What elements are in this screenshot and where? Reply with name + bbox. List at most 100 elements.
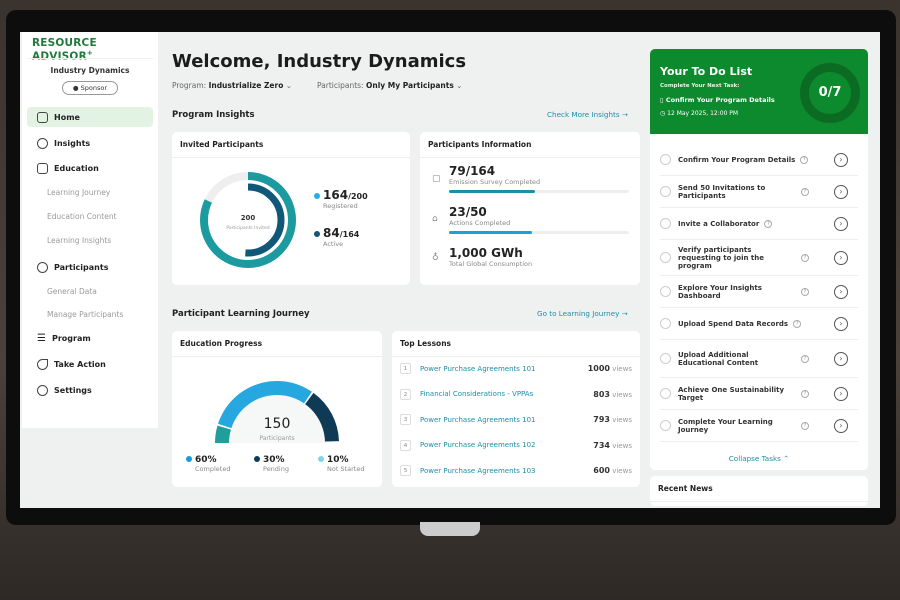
chevron-right-icon[interactable]: › — [834, 153, 848, 167]
book-icon — [37, 163, 48, 174]
sidebar-item-learning-journey[interactable]: Learning Journey — [47, 188, 110, 197]
survey-icon: ▢ — [432, 174, 441, 184]
card-title: Top Lessons — [392, 331, 640, 357]
lesson-rank: 1 — [400, 363, 411, 374]
help-icon[interactable]: ? — [800, 156, 808, 164]
info-item: 79/164Emission Survey Completed — [449, 164, 629, 193]
lesson-views: 793 views — [593, 415, 632, 424]
todo-item[interactable]: Achieve One Sustainability Target?› — [660, 378, 858, 410]
program-filter[interactable]: Program: Industrialize Zero ⌄ — [172, 81, 292, 90]
sidebar-item-general-data[interactable]: General Data — [47, 287, 97, 296]
active-stat: 84/164Active — [314, 226, 359, 248]
checkbox[interactable] — [660, 420, 671, 431]
collapse-tasks-button[interactable]: Collapse Tasks ⌃ — [650, 454, 868, 463]
pie-chart-icon — [37, 138, 48, 149]
todo-label: Verify participants requesting to join t… — [678, 246, 796, 270]
todo-item[interactable]: Invite a Collaborator? › — [660, 208, 858, 240]
help-icon[interactable]: ? — [801, 188, 809, 196]
invited-donut: 200 Participants Invited — [198, 170, 298, 270]
check-more-insights-link[interactable]: Check More Insights → — [547, 110, 628, 119]
lesson-row[interactable]: 5 Power Purchase Agreements 103600 views — [400, 465, 632, 476]
sidebar-item-learning-insights[interactable]: Learning Insights — [47, 236, 111, 245]
lesson-rank: 3 — [400, 414, 411, 425]
todo-item[interactable]: Verify participants requesting to join t… — [660, 240, 858, 276]
list-icon: ☰ — [37, 333, 46, 344]
legend-pending: 30%Pending — [254, 455, 289, 473]
lesson-link[interactable]: Financial Considerations - VPPAs — [420, 390, 593, 398]
role-badge[interactable]: ● Sponsor — [62, 81, 118, 95]
chevron-right-icon[interactable]: › — [834, 251, 848, 265]
lesson-row[interactable]: 3 Power Purchase Agreements 101793 views — [400, 414, 632, 425]
todo-item[interactable]: Upload Spend Data Records? › — [660, 308, 858, 340]
help-icon[interactable]: ? — [801, 422, 809, 430]
checkbox[interactable] — [660, 186, 671, 197]
lesson-link[interactable]: Power Purchase Agreements 101 — [420, 416, 593, 424]
sidebar-item-home[interactable]: Home — [27, 107, 153, 127]
todo-item[interactable]: Send 50 Invitations to Participants?› — [660, 176, 858, 208]
info-item: 1,000 GWhTotal Global Consumption — [449, 246, 629, 268]
lesson-link[interactable]: Power Purchase Agreements 101 — [420, 365, 588, 373]
sidebar-item-settings[interactable]: Settings — [27, 380, 153, 400]
arrow-right-icon: → — [622, 309, 628, 318]
lesson-views: 600 views — [593, 466, 632, 475]
chevron-right-icon[interactable]: › — [834, 387, 848, 401]
todo-label: Invite a Collaborator — [678, 220, 759, 228]
checkbox[interactable] — [660, 353, 671, 364]
checkbox[interactable] — [660, 388, 671, 399]
go-to-learning-journey-link[interactable]: Go to Learning Journey → — [537, 309, 628, 318]
checkbox[interactable] — [660, 154, 671, 165]
help-icon[interactable]: ? — [801, 390, 809, 398]
todo-label: Upload Spend Data Records — [678, 320, 788, 328]
lesson-row[interactable]: 4Power Purchase Agreements 102734 views — [400, 440, 632, 451]
lesson-views: 1000 views — [588, 364, 632, 373]
todo-item[interactable]: Complete Your Learning Journey?› — [660, 410, 858, 442]
sidebar-item-participants[interactable]: Participants — [27, 257, 153, 277]
help-icon[interactable]: ? — [764, 220, 772, 228]
checkbox[interactable] — [660, 218, 671, 229]
chevron-right-icon[interactable]: › — [834, 419, 848, 433]
help-icon[interactable]: ? — [793, 320, 801, 328]
help-icon[interactable]: ? — [801, 288, 809, 296]
todo-item[interactable]: Upload Additional Educational Content? › — [660, 340, 858, 378]
todo-item[interactable]: Confirm Your Program Details? › — [660, 144, 858, 176]
section-title: Participant Learning Journey — [172, 309, 310, 319]
checkbox[interactable] — [660, 318, 671, 329]
lesson-rank: 5 — [400, 465, 411, 476]
action-icon: ⌂ — [432, 214, 438, 224]
sidebar-item-take-action[interactable]: Take Action — [27, 354, 153, 374]
lesson-link[interactable]: Power Purchase Agreements 103 — [420, 467, 593, 475]
chevron-right-icon[interactable]: › — [834, 285, 848, 299]
section-title: Program Insights — [172, 110, 255, 120]
chevron-right-icon[interactable]: › — [834, 352, 848, 366]
info-item: 23/50Actions Completed — [449, 205, 629, 234]
chevron-right-icon[interactable]: › — [834, 217, 848, 231]
gear-icon — [37, 385, 48, 396]
sidebar-item-manage-participants[interactable]: Manage Participants — [47, 310, 123, 319]
todo-list: Confirm Your Program Details?›Send 50 In… — [650, 134, 868, 470]
lesson-link[interactable]: Power Purchase Agreements 102 — [420, 441, 593, 449]
lesson-row[interactable]: 2Financial Considerations - VPPAs803 vie… — [400, 389, 632, 400]
sidebar-item-insights[interactable]: Insights — [27, 133, 153, 153]
recent-news-card: Recent News — [650, 476, 868, 506]
chevron-right-icon[interactable]: › — [834, 317, 848, 331]
todo-label: Upload Additional Educational Content — [678, 351, 796, 367]
sponsor-icon: ● — [73, 84, 81, 92]
sidebar-item-education-content[interactable]: Education Content — [47, 212, 117, 221]
arrow-right-icon: → — [622, 110, 628, 119]
next-task-link[interactable]: ▯ Confirm Your Program Details — [660, 96, 775, 104]
sidebar-item-education[interactable]: Education — [27, 158, 153, 178]
chevron-right-icon[interactable]: › — [834, 185, 848, 199]
todo-item[interactable]: Explore Your Insights Dashboard?› — [660, 276, 858, 308]
lesson-row[interactable]: 1 Power Purchase Agreements 1011000 views — [400, 363, 632, 374]
chevron-down-icon: ⌄ — [286, 81, 292, 90]
sidebar-item-program[interactable]: ☰Program — [27, 328, 153, 348]
todo-label: Confirm Your Program Details — [678, 156, 795, 164]
checkbox[interactable] — [660, 252, 671, 263]
todo-header: Your To Do List Complete Your Next Task:… — [650, 49, 868, 134]
participants-filter[interactable]: Participants: Only My Participants ⌄ — [317, 81, 462, 90]
lesson-views: 803 views — [593, 390, 632, 399]
monitor-stand — [420, 522, 480, 536]
help-icon[interactable]: ? — [801, 254, 809, 262]
help-icon[interactable]: ? — [801, 355, 809, 363]
checkbox[interactable] — [660, 286, 671, 297]
